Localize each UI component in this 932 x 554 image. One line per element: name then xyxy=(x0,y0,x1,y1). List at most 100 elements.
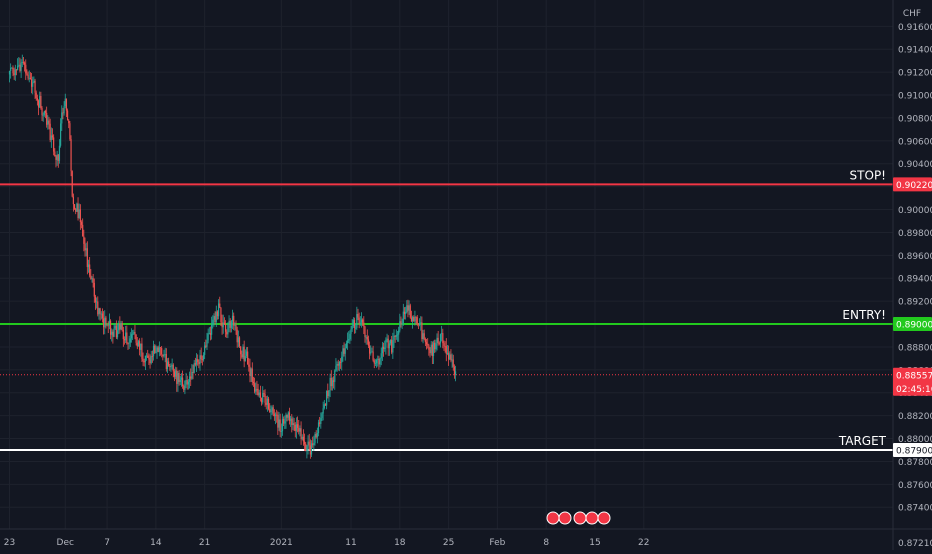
candle-body xyxy=(303,441,306,445)
candle-body xyxy=(43,110,45,115)
candle-body xyxy=(63,106,65,114)
candle-body xyxy=(77,203,79,219)
candle-body xyxy=(147,355,149,358)
candle-body xyxy=(381,346,383,354)
candle-body xyxy=(171,364,173,367)
price-tick-label: 0.90400 xyxy=(898,160,932,170)
candle-body xyxy=(220,307,222,323)
candle-body xyxy=(245,351,248,357)
flag-icon[interactable] xyxy=(546,511,560,525)
candle-body xyxy=(202,354,205,360)
candle-body xyxy=(107,325,109,327)
candle-body xyxy=(351,326,353,329)
candle-body xyxy=(272,407,274,414)
candle-body xyxy=(142,358,144,362)
candle-body xyxy=(367,339,370,346)
candle-body xyxy=(372,351,374,361)
candle-body xyxy=(208,333,210,335)
candle-body xyxy=(336,364,338,366)
candle-body xyxy=(176,370,178,384)
economic-events[interactable] xyxy=(546,511,611,525)
flag-icon[interactable] xyxy=(597,511,611,525)
candle-body xyxy=(408,305,410,311)
candle-body xyxy=(258,392,260,396)
candle-body xyxy=(417,323,420,326)
entry-price-tag-text: 0.89000 xyxy=(896,321,932,331)
candle-body xyxy=(94,296,97,303)
price-tick-label: 0.87400 xyxy=(898,504,932,514)
candle-body xyxy=(357,314,359,318)
time-tick-label: Feb xyxy=(489,538,505,548)
candle-body xyxy=(33,80,35,83)
candle-body xyxy=(241,354,243,358)
candle-body xyxy=(423,333,425,340)
candle-body xyxy=(219,303,221,308)
candle-body xyxy=(29,77,32,80)
candle-body xyxy=(415,316,417,318)
entry-label: ENTRY! xyxy=(842,308,886,322)
candle-body xyxy=(244,356,246,362)
event-flags[interactable] xyxy=(546,511,611,525)
candle-body xyxy=(429,349,431,354)
candle-body xyxy=(39,96,41,108)
candle-body xyxy=(152,345,155,357)
candle-body xyxy=(238,337,241,347)
current-price-tag-text: 0.88557 xyxy=(896,371,932,381)
candle-body xyxy=(395,335,397,337)
candle-body xyxy=(234,325,236,326)
target-price-tag xyxy=(893,442,932,457)
candle-body xyxy=(295,424,298,431)
candle-body xyxy=(406,305,408,312)
candle-body xyxy=(149,359,151,364)
candle-body xyxy=(10,67,12,71)
candle-body xyxy=(451,359,453,361)
candle-body xyxy=(209,333,212,335)
candle-body xyxy=(98,308,100,315)
candle-body xyxy=(453,366,456,375)
candle-body xyxy=(251,368,253,382)
candle-body xyxy=(386,338,388,340)
candle-body xyxy=(37,100,40,108)
stop-price-tag-text: 0.90220 xyxy=(896,181,932,191)
price-tick-label: 0.87210 xyxy=(898,539,932,549)
candle-body xyxy=(358,317,360,324)
flag-icon[interactable] xyxy=(585,511,599,525)
candle-body xyxy=(375,359,378,364)
candle-body xyxy=(230,321,232,328)
price-tick-label: 0.91600 xyxy=(898,23,932,33)
candle-body xyxy=(193,363,195,373)
time-tick-label: 23 xyxy=(4,538,15,548)
candle-body xyxy=(13,73,15,76)
candle-body xyxy=(57,154,59,161)
candle-body xyxy=(75,208,77,212)
candle-body xyxy=(207,333,209,341)
candle-body xyxy=(134,331,136,335)
candle-body xyxy=(72,196,74,205)
candle-body xyxy=(308,441,310,446)
candle-body xyxy=(201,359,203,360)
target-price-tag-text: 0.87900 xyxy=(896,446,932,456)
candle-body xyxy=(99,308,101,314)
candle-body xyxy=(58,145,61,161)
flag-icon[interactable] xyxy=(573,511,587,525)
candle-body xyxy=(139,341,141,350)
candle-body xyxy=(25,64,27,74)
candle-body xyxy=(129,338,131,343)
candle-body xyxy=(32,82,34,87)
candle-body xyxy=(84,243,86,251)
candle-body xyxy=(93,282,95,297)
flag-icon[interactable] xyxy=(558,511,572,525)
candle-body xyxy=(348,339,350,341)
candle-body xyxy=(221,322,223,328)
candle-body xyxy=(105,317,107,326)
candle-body xyxy=(277,414,279,428)
candle-body xyxy=(446,352,449,354)
candle-body xyxy=(178,373,180,382)
candle-body xyxy=(302,436,305,442)
current-price-tag xyxy=(893,367,932,396)
candle-body xyxy=(80,222,83,225)
candle-body xyxy=(231,315,234,322)
price-tags: 0.90220 0.89000 0.87900 0.88557 02:45:16 xyxy=(893,177,932,457)
